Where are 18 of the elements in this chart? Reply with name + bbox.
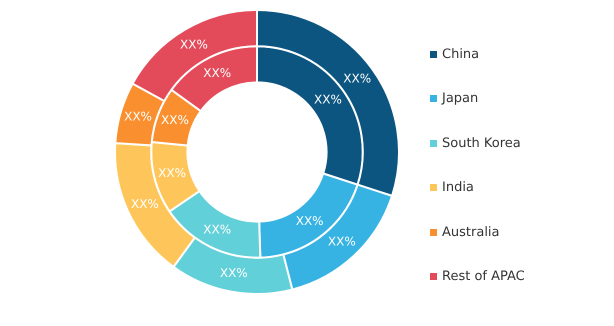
data-label: XX%: [124, 110, 152, 124]
legend-label: Japan: [442, 91, 478, 106]
data-label: XX%: [158, 166, 186, 180]
legend-label: China: [442, 46, 480, 62]
data-label: XX%: [343, 71, 372, 86]
legend-label: South Korea: [442, 136, 521, 151]
legend-label: India: [442, 180, 474, 196]
legend-label: Australia: [442, 224, 500, 240]
data-label: XX%: [220, 266, 248, 280]
data-label: XX%: [296, 214, 324, 228]
data-label: XX%: [161, 113, 189, 128]
data-label: XX%: [203, 66, 232, 80]
data-label: XX%: [130, 196, 159, 211]
data-label: XX%: [314, 92, 342, 107]
data-label: XX%: [203, 222, 232, 236]
data-label: XX%: [180, 37, 208, 52]
data-label: XX%: [328, 234, 356, 248]
legend-label: Rest of APAC: [442, 269, 525, 284]
